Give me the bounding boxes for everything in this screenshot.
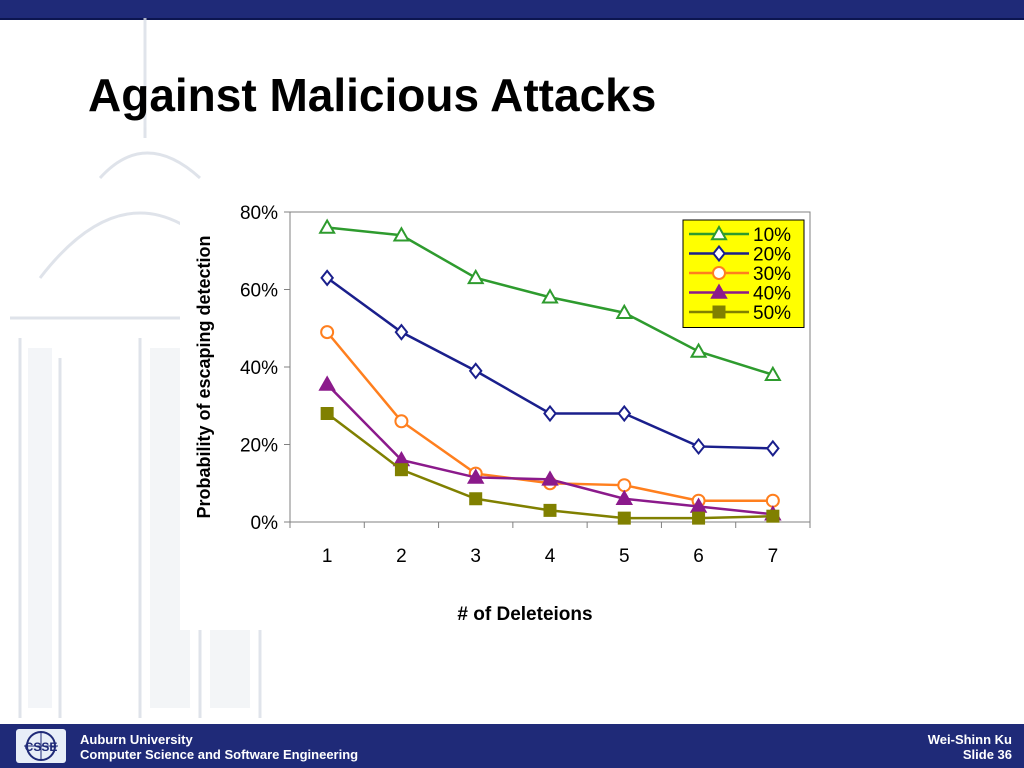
legend-marker — [710, 224, 728, 241]
data-point-50pct — [469, 492, 483, 506]
data-point-40pct — [466, 468, 485, 484]
csse-logo-icon: CSSE — [24, 731, 58, 761]
footer-slide-number: Slide 36 — [962, 747, 1012, 762]
legend-label: 40% — [753, 284, 791, 305]
legend-label: 30% — [753, 264, 791, 285]
data-point-50pct — [692, 511, 706, 525]
data-point-30pct — [394, 414, 409, 429]
data-point-20pct — [691, 437, 706, 456]
footer-bar: CSSE Auburn University Computer Science … — [0, 724, 1024, 768]
data-point-50pct — [320, 407, 334, 420]
data-point-30pct — [617, 478, 632, 493]
legend-label: 50% — [753, 303, 791, 324]
data-point-40pct — [541, 470, 559, 486]
x-axis-label: # of Deleteions — [457, 604, 592, 625]
data-point-10pct — [615, 303, 634, 319]
data-point-50pct — [617, 511, 631, 525]
data-point-10pct — [392, 226, 411, 242]
data-point-10pct — [466, 268, 485, 285]
footer-author: Wei-Shinn Ku — [927, 732, 1012, 747]
y-tick-label: 0% — [251, 513, 279, 534]
legend-marker — [710, 283, 728, 299]
x-tick-label: 7 — [768, 546, 779, 567]
csse-logo: CSSE — [16, 729, 66, 763]
x-tick-label: 5 — [619, 546, 630, 567]
y-tick-label: 40% — [240, 358, 278, 379]
x-tick-label: 3 — [470, 546, 481, 567]
data-point-20pct — [617, 404, 632, 423]
legend-marker — [712, 266, 726, 280]
data-point-40pct — [615, 489, 634, 505]
data-point-50pct — [394, 463, 408, 477]
data-point-40pct — [318, 375, 336, 391]
svg-text:CSSE: CSSE — [25, 740, 58, 754]
data-point-10pct — [541, 288, 559, 304]
data-point-20pct — [394, 323, 409, 341]
data-point-20pct — [468, 362, 483, 380]
data-point-50pct — [766, 509, 780, 523]
top-bar — [0, 0, 1024, 20]
x-tick-label: 1 — [322, 546, 333, 567]
y-tick-label: 60% — [240, 281, 278, 302]
data-point-20pct — [765, 439, 780, 457]
legend-label: 10% — [753, 225, 791, 246]
data-point-30pct — [765, 493, 780, 508]
x-tick-label: 4 — [545, 546, 556, 567]
legend-marker — [712, 305, 726, 319]
x-tick-label: 2 — [396, 546, 407, 567]
x-tick-label: 6 — [693, 546, 704, 567]
footer-department: Computer Science and Software Engineerin… — [80, 747, 359, 762]
y-tick-label: 80% — [240, 203, 278, 224]
footer-author-block: Wei-Shinn Ku Slide 36 — [928, 732, 1012, 762]
line-chart: 0% 20% 40% 60% 80% 1 2 3 4 5 6 7 # of Deleteions Prob… — [194, 203, 811, 625]
footer-university: Auburn University — [80, 732, 193, 747]
y-tick-label: 20% — [240, 436, 278, 457]
legend-marker — [712, 244, 726, 263]
y-axis-label: Probability of escaping detection — [194, 235, 214, 518]
data-point-10pct — [764, 365, 782, 381]
legend-label: 20% — [753, 245, 791, 266]
chart-container: 0% 20% 40% 60% 80% 1 2 3 4 5 6 7 # of Deleteions Prob… — [180, 190, 820, 630]
data-point-10pct — [689, 342, 708, 358]
data-point-20pct — [543, 404, 557, 423]
data-point-30pct — [320, 325, 335, 340]
footer-organization: Auburn University Computer Science and S… — [80, 732, 358, 762]
data-point-20pct — [320, 269, 335, 287]
slide-title: Against Malicious Attacks — [88, 69, 657, 121]
data-point-10pct — [318, 218, 336, 234]
data-point-50pct — [543, 503, 557, 517]
